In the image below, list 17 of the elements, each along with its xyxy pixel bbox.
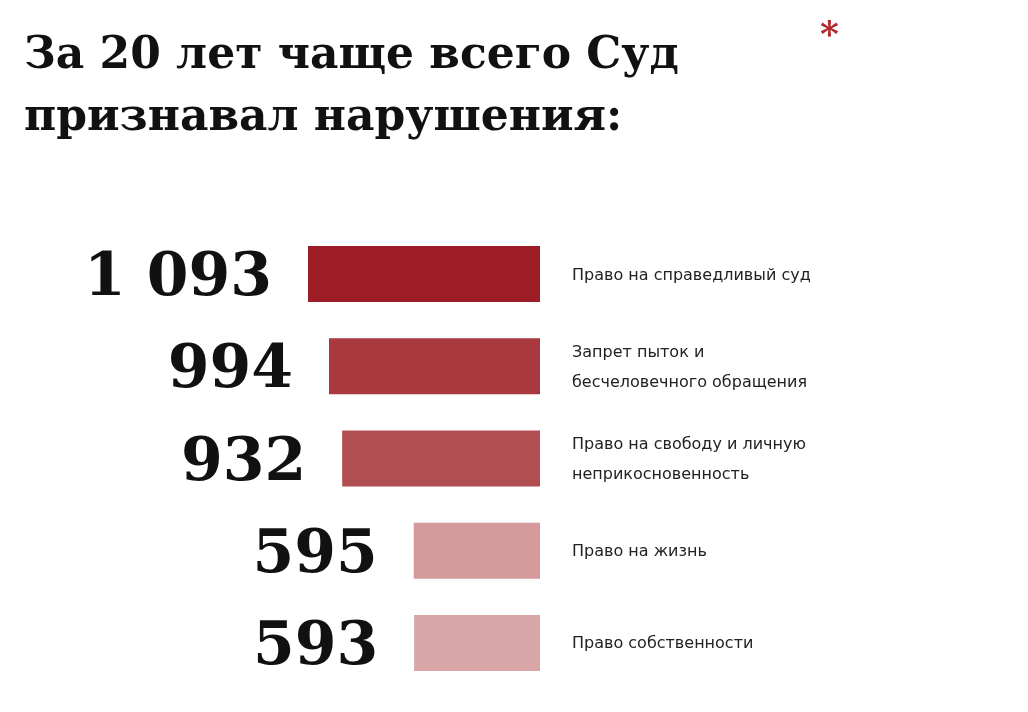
bar <box>308 246 540 303</box>
chart-title: За 20 лет чаще всего Суд признавал нарушения: <box>24 26 680 142</box>
bar <box>329 338 540 395</box>
data-label: 994 <box>167 331 294 402</box>
bar <box>342 430 540 487</box>
y-tick-label: Запрет пыток и бесчеловечного обращения <box>572 341 808 391</box>
y-tick-label: Право на свободу и личную неприкосновенность <box>572 434 811 483</box>
data-label: 595 <box>252 515 378 586</box>
data-label: 593 <box>252 607 379 678</box>
data-label: 1 093 <box>84 239 272 310</box>
bar <box>414 614 540 671</box>
data-label: 932 <box>180 423 307 494</box>
bar <box>413 522 540 579</box>
text: * <box>820 12 839 54</box>
y-tick-label: Право на справедливый суд <box>572 264 811 284</box>
y-tick-label: Право на жизнь <box>572 541 707 561</box>
y-tick-label: Право собственности <box>572 633 754 653</box>
